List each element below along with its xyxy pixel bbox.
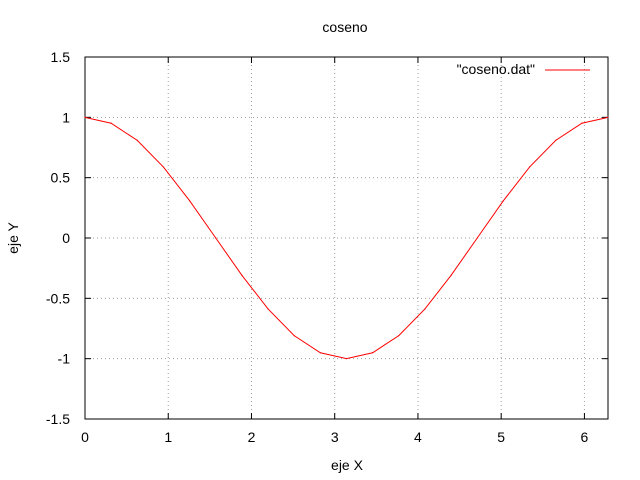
data-point (136, 139, 138, 141)
y-tick-label: -0.5 (46, 290, 70, 306)
y-tick-label: 1.5 (51, 49, 71, 65)
data-point (607, 116, 609, 118)
x-tick-label: 0 (81, 429, 89, 445)
x-tick-label: 5 (497, 429, 505, 445)
data-point (293, 335, 295, 337)
data-point (188, 200, 191, 202)
y-tick-label: -1.5 (46, 411, 70, 427)
data-point (581, 122, 583, 124)
x-tick-label: 1 (164, 429, 172, 445)
y-tick-labels: -1.5 -1 -0.5 0 0.5 1 1.5 (46, 49, 70, 427)
data-point (84, 116, 86, 118)
data-point (110, 122, 112, 124)
x-tick-labels: 0 1 2 3 4 5 6 (81, 429, 588, 445)
data-point (319, 352, 321, 354)
y-axis-label: eje Y (5, 222, 21, 254)
x-tick-label: 3 (331, 429, 339, 445)
legend: "coseno.dat" (457, 61, 590, 77)
y-tick-label: 1 (62, 109, 70, 125)
x-axis-label: eje X (331, 457, 364, 473)
data-point (555, 139, 557, 141)
data-point (241, 274, 243, 276)
data-point (372, 352, 374, 354)
data-point (345, 358, 348, 360)
x-tick-label: 2 (248, 429, 256, 445)
data-point (398, 335, 400, 337)
data-point (476, 237, 478, 239)
data-point (502, 200, 504, 202)
chart-title: coseno (322, 19, 367, 35)
data-point (424, 308, 426, 310)
x-tick-label: 6 (581, 429, 589, 445)
grid-lines (85, 57, 608, 419)
data-point (215, 237, 217, 239)
y-tick-label: 0.5 (51, 170, 71, 186)
x-tick-label: 4 (414, 429, 422, 445)
data-point (450, 274, 452, 276)
data-point (528, 166, 531, 168)
legend-entry-label: "coseno.dat" (457, 61, 535, 77)
data-point (162, 166, 165, 168)
series-layer (84, 116, 609, 360)
data-point (267, 308, 269, 310)
y-tick-label: -1 (58, 351, 71, 367)
y-tick-label: 0 (62, 230, 70, 246)
